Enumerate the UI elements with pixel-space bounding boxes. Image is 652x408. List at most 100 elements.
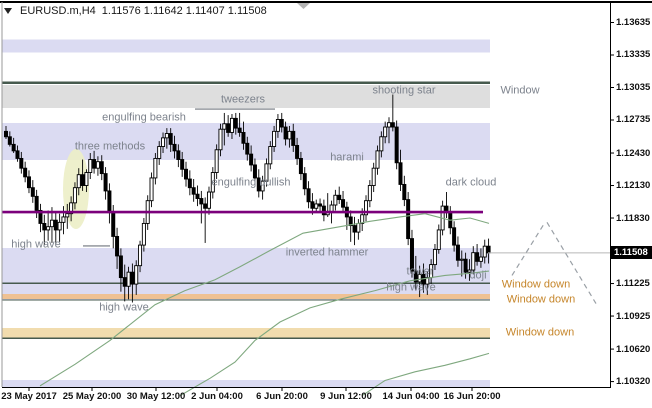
candle-body bbox=[279, 118, 284, 128]
candle-body bbox=[318, 203, 323, 207]
candle-body bbox=[394, 126, 399, 164]
candle-body bbox=[314, 203, 319, 209]
candle-body bbox=[53, 219, 58, 231]
candle-body bbox=[168, 133, 173, 145]
time-axis-label: 9 Jun 12:00 bbox=[320, 391, 372, 402]
candle-body bbox=[486, 245, 491, 254]
pattern-label-engulfing-bullish: engulfing bullish bbox=[211, 176, 291, 189]
candle-body bbox=[222, 123, 227, 130]
candle-body bbox=[134, 265, 139, 285]
candle-body bbox=[241, 131, 246, 144]
moving-average-ma1 bbox=[39, 213, 490, 387]
pattern-label-shooting-star: shooting star bbox=[372, 84, 436, 97]
candle-body bbox=[84, 172, 89, 186]
pattern-label-window-down: Window down bbox=[505, 326, 575, 339]
candle-body bbox=[61, 216, 66, 223]
candle-body bbox=[383, 126, 388, 138]
candle-body bbox=[203, 203, 208, 209]
candle-body bbox=[406, 199, 411, 240]
candle-body bbox=[195, 193, 200, 199]
candle-body bbox=[118, 255, 123, 279]
candle-body bbox=[115, 235, 120, 257]
price-axis-label: 1.11830 bbox=[616, 212, 650, 224]
candle-body bbox=[191, 187, 196, 195]
pattern-label-tweezers: tweezers bbox=[220, 93, 266, 106]
forecast-dashed-line-1[interactable] bbox=[546, 222, 597, 304]
price-axis-label: 1.12130 bbox=[616, 180, 651, 192]
pattern-label-three-methods: three methods bbox=[74, 140, 146, 153]
time-axis-label: 14 Jun 04:00 bbox=[382, 391, 440, 402]
pattern-label-tower: tower bbox=[406, 265, 434, 278]
candle-body bbox=[310, 201, 315, 209]
candle-body bbox=[46, 226, 51, 231]
time-axis-label: 23 May 2017 bbox=[1, 391, 57, 402]
candle-body bbox=[214, 149, 219, 173]
candle-body bbox=[272, 130, 277, 147]
candle-body bbox=[126, 271, 131, 287]
candle-body bbox=[482, 245, 487, 258]
candle-body bbox=[337, 194, 342, 201]
candle-body bbox=[138, 244, 143, 267]
chart-title: EURUSD.m,H4 1.11576 1.11642 1.11407 1.11… bbox=[4, 4, 267, 18]
candle-body bbox=[76, 174, 81, 189]
candle-body bbox=[364, 200, 369, 216]
candle-body bbox=[172, 143, 177, 152]
candle-body bbox=[180, 159, 185, 170]
candle-body bbox=[23, 167, 28, 178]
candle-body bbox=[184, 168, 189, 180]
candle-body bbox=[379, 136, 384, 152]
candle-body bbox=[229, 117, 234, 133]
candle-body bbox=[356, 222, 361, 233]
candle-body bbox=[341, 199, 346, 208]
candle-body bbox=[88, 159, 93, 173]
candle-body bbox=[42, 222, 47, 231]
candle-body bbox=[161, 137, 166, 147]
price-zone-7 bbox=[2, 379, 490, 387]
candle-body bbox=[256, 177, 261, 192]
candle-body bbox=[226, 123, 231, 133]
candle-body bbox=[30, 187, 35, 197]
pattern-label-high-wave: high wave bbox=[99, 301, 149, 314]
pattern-label-high-wave: high wave bbox=[386, 281, 436, 294]
moving-average-ma2 bbox=[179, 270, 490, 397]
scroll-marker-icon bbox=[297, 3, 310, 9]
candle-body bbox=[291, 130, 296, 146]
pattern-label-engulfing-bearish: engulfing bearish bbox=[102, 111, 186, 124]
candle-body bbox=[436, 229, 441, 250]
price-zone-6 bbox=[2, 327, 490, 338]
candle-body bbox=[249, 153, 254, 166]
symbol-dropdown-icon[interactable] bbox=[4, 8, 12, 14]
pattern-label-window: Window bbox=[500, 84, 540, 97]
candle-body bbox=[149, 177, 154, 202]
candle-body bbox=[295, 144, 300, 159]
price-axis-label: 1.10620 bbox=[616, 343, 651, 355]
candle-body bbox=[245, 142, 250, 155]
price-axis-label: 1.12430 bbox=[616, 147, 651, 159]
price-zone-5 bbox=[2, 293, 490, 299]
candle-body bbox=[375, 150, 380, 169]
candle-body bbox=[371, 167, 376, 186]
candle-body bbox=[264, 163, 269, 182]
candle-body bbox=[333, 194, 338, 206]
price-axis-label: 1.13335 bbox=[616, 49, 651, 61]
candle-body bbox=[176, 150, 181, 160]
candle-body bbox=[19, 157, 24, 169]
candle-body bbox=[287, 130, 292, 140]
candle-body bbox=[360, 214, 365, 224]
candle-body bbox=[206, 191, 211, 209]
candle-body bbox=[69, 202, 74, 215]
time-axis-label: 6 Jun 20:00 bbox=[256, 391, 308, 402]
candle-body bbox=[237, 127, 242, 133]
candle-body bbox=[275, 118, 280, 132]
pattern-label-inverted-hammer: inverted hammer bbox=[285, 246, 369, 259]
candle-body bbox=[26, 176, 31, 189]
candle-body bbox=[164, 133, 169, 139]
pattern-label-dark-cloud: dark cloud bbox=[445, 176, 497, 189]
candle-body bbox=[268, 146, 273, 165]
forecast-dashed-line-0[interactable] bbox=[511, 222, 546, 276]
candle-body bbox=[122, 277, 127, 287]
candle-body bbox=[157, 146, 162, 159]
price-zone-0 bbox=[2, 39, 490, 53]
